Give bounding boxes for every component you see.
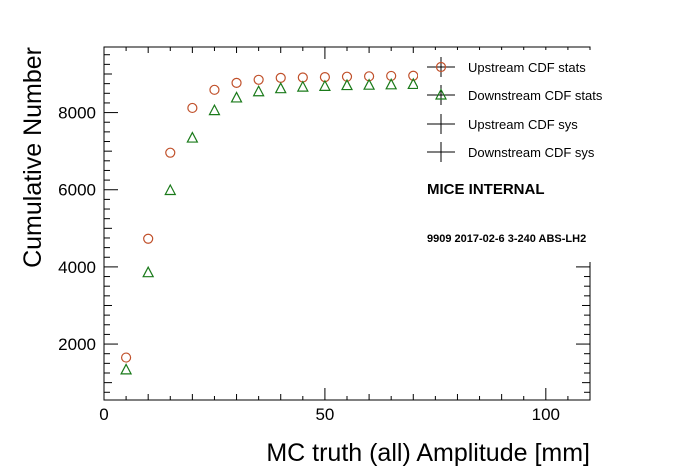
downstream-cdf-sys-legend-label: Downstream CDF sys bbox=[468, 145, 595, 160]
upstream-cdf-stats-point bbox=[165, 147, 176, 158]
mice-internal-label: MICE INTERNAL bbox=[427, 181, 545, 198]
y-axis-title: Cumulative Number bbox=[19, 47, 47, 268]
downstream-cdf-stats-point bbox=[385, 78, 398, 90]
x-tick-label: 0 bbox=[99, 405, 108, 424]
upstream-cdf-stats-legend-marker bbox=[435, 61, 447, 73]
upstream-cdf-stats-legend-label: Upstream CDF stats bbox=[468, 60, 586, 75]
x-tick-label: 100 bbox=[532, 405, 560, 424]
legend: Upstream CDF stats Downstream CDF stats Up… bbox=[418, 50, 603, 262]
upstream-cdf-stats-point bbox=[253, 74, 264, 85]
x-axis-title: MC truth (all) Amplitude [mm] bbox=[266, 439, 590, 467]
run-info-label: 9909 2017-02-6 3-240 ABS-LH2 bbox=[427, 233, 586, 245]
downstream-cdf-stats-point bbox=[407, 77, 420, 90]
downstream-cdf-stats-point bbox=[274, 81, 287, 94]
downstream-cdf-stats-point bbox=[341, 78, 353, 91]
upstream-cdf-stats-point bbox=[143, 233, 154, 244]
downstream-cdf-stats-point bbox=[120, 363, 133, 375]
downstream-cdf-stats-point bbox=[208, 103, 221, 116]
legend-box bbox=[418, 50, 593, 262]
downstream-cdf-stats-legend-label: Downstream CDF stats bbox=[468, 88, 603, 103]
downstream-cdf-stats-point bbox=[363, 78, 376, 90]
upstream-cdf-stats-point bbox=[120, 352, 132, 363]
upstream-cdf-stats-point bbox=[187, 102, 198, 114]
upstream-cdf-stats-point bbox=[209, 84, 220, 95]
downstream-cdf-stats-point bbox=[318, 79, 331, 91]
downstream-cdf-stats-point bbox=[296, 80, 309, 92]
downstream-cdf-stats-point bbox=[230, 91, 243, 103]
downstream-cdf-stats-point bbox=[186, 131, 199, 143]
y-tick-label: 2000 bbox=[58, 335, 96, 354]
upstream-cdf-sys-legend-label: Upstream CDF sys bbox=[468, 117, 578, 132]
downstream-cdf-stats-point bbox=[142, 265, 155, 278]
x-tick-label: 50 bbox=[315, 405, 334, 424]
downstream-cdf-stats-legend-marker bbox=[435, 88, 447, 100]
y-tick-label: 6000 bbox=[58, 181, 96, 200]
upstream-cdf-stats-point bbox=[231, 77, 242, 88]
upstream-cdf-stats-point bbox=[408, 70, 419, 81]
downstream-cdf-stats-point bbox=[164, 183, 177, 196]
y-tick-label: 8000 bbox=[58, 104, 96, 123]
y-tick-label: 4000 bbox=[58, 258, 96, 277]
downstream-cdf-stats-point bbox=[252, 84, 265, 97]
